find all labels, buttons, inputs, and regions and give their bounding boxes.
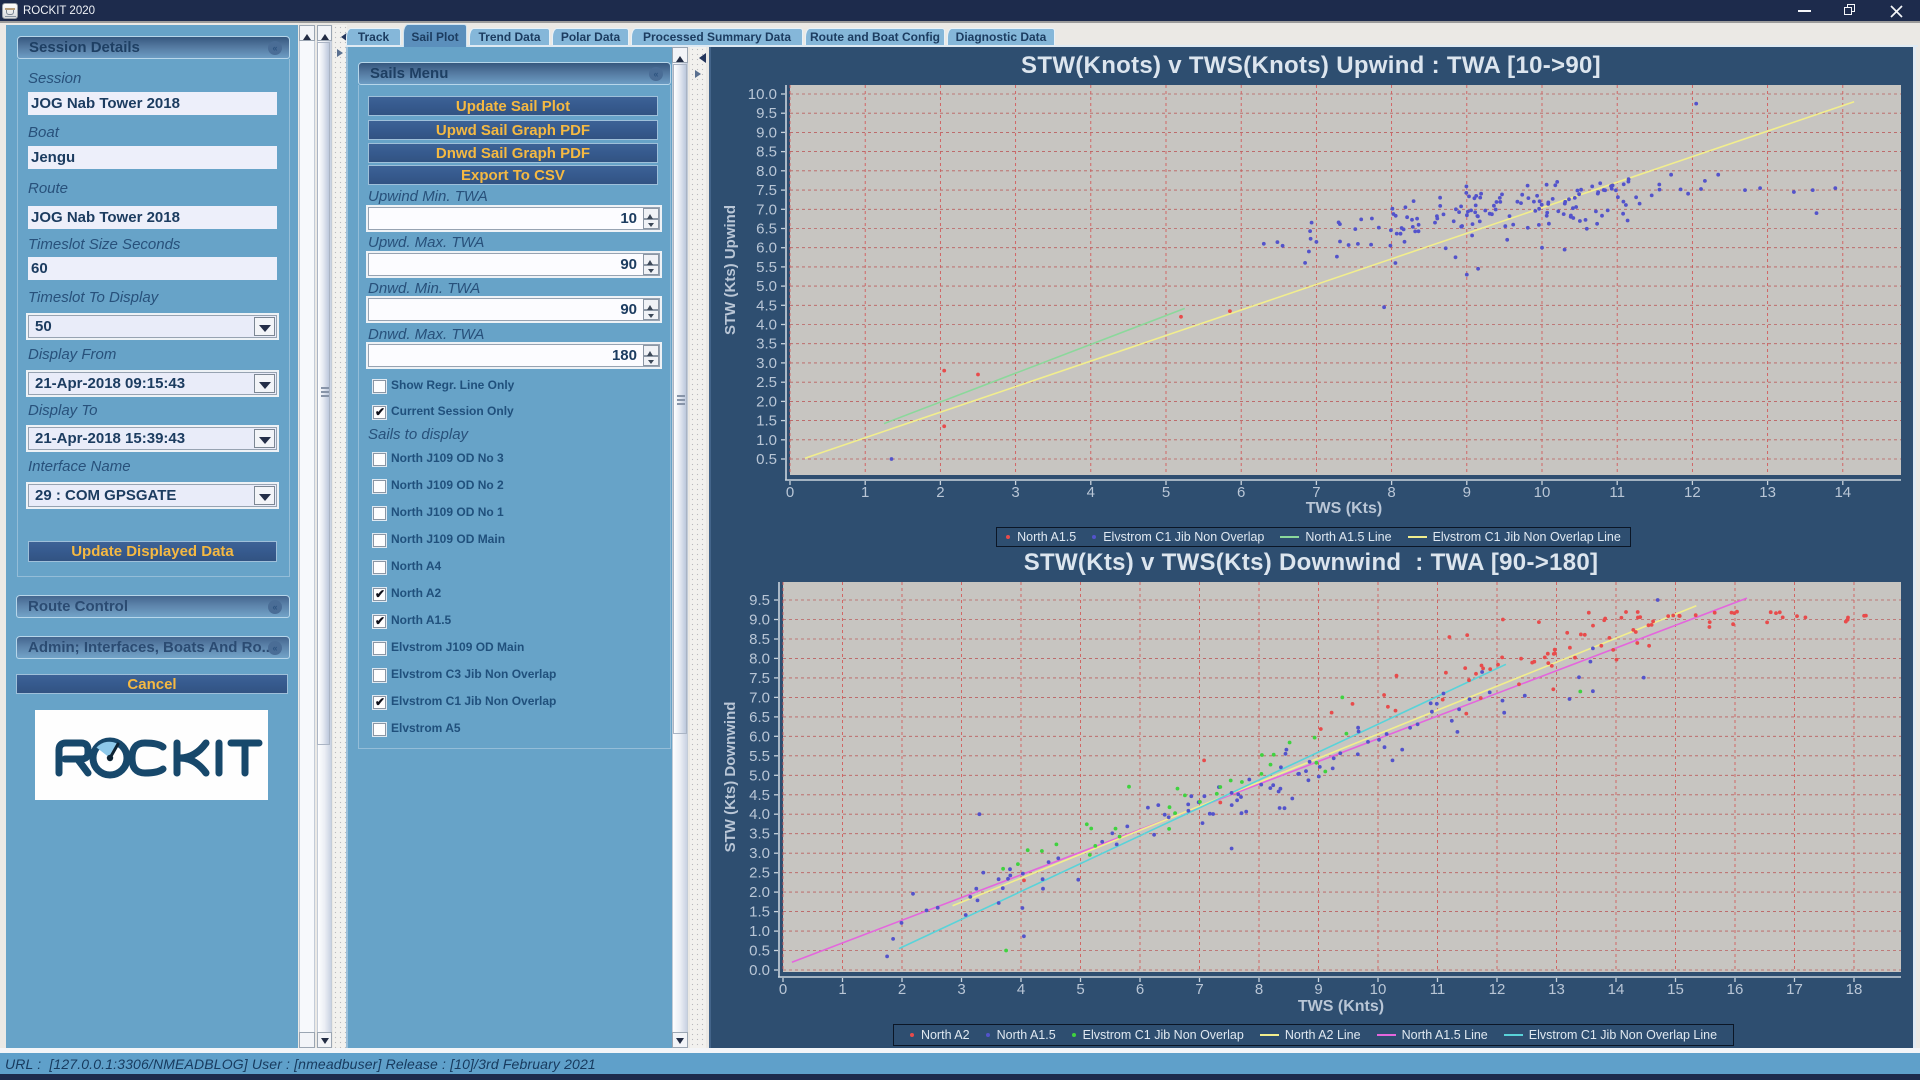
svg-text:11: 11	[1430, 981, 1446, 998]
svg-text:9.0: 9.0	[749, 612, 770, 629]
svg-text:14: 14	[1834, 484, 1851, 501]
svg-text:6: 6	[1136, 981, 1144, 998]
svg-text:10.0: 10.0	[748, 86, 777, 103]
svg-text:3.5: 3.5	[756, 336, 777, 353]
svg-text:4: 4	[1087, 484, 1095, 501]
svg-text:1.5: 1.5	[749, 904, 770, 921]
svg-text:4.5: 4.5	[756, 297, 777, 314]
svg-text:18: 18	[1846, 981, 1863, 998]
svg-text:STW (Kts) Upwind: STW (Kts) Upwind	[722, 205, 739, 335]
svg-text:3.0: 3.0	[749, 845, 770, 862]
svg-text:10: 10	[1370, 981, 1387, 998]
svg-text:9.0: 9.0	[756, 124, 777, 141]
svg-text:6: 6	[1237, 484, 1245, 501]
svg-text:5.0: 5.0	[756, 278, 777, 295]
svg-text:3: 3	[957, 981, 965, 998]
svg-text:5.5: 5.5	[756, 259, 777, 276]
svg-text:8: 8	[1255, 981, 1263, 998]
svg-text:4.0: 4.0	[749, 806, 770, 823]
svg-text:7: 7	[1312, 484, 1320, 501]
svg-text:4.5: 4.5	[749, 787, 770, 804]
svg-text:9: 9	[1314, 981, 1322, 998]
svg-text:15: 15	[1667, 981, 1684, 998]
svg-text:TWS (Knts): TWS (Knts)	[1298, 998, 1384, 1015]
svg-text:1: 1	[838, 981, 846, 998]
svg-text:6.5: 6.5	[756, 221, 777, 238]
svg-text:6.0: 6.0	[756, 240, 777, 257]
svg-text:9.5: 9.5	[749, 592, 770, 609]
svg-text:2.5: 2.5	[756, 374, 777, 391]
svg-text:2.0: 2.0	[756, 393, 777, 410]
svg-text:9.5: 9.5	[756, 105, 777, 122]
svg-text:TWS (Kts): TWS (Kts)	[1306, 500, 1382, 517]
svg-text:8.0: 8.0	[756, 163, 777, 180]
svg-text:8: 8	[1387, 484, 1395, 501]
svg-text:3: 3	[1011, 484, 1019, 501]
svg-text:1: 1	[861, 484, 869, 501]
svg-text:17: 17	[1786, 981, 1803, 998]
svg-text:7.0: 7.0	[749, 689, 770, 706]
svg-text:0.5: 0.5	[749, 943, 770, 960]
svg-text:2.5: 2.5	[749, 865, 770, 882]
svg-text:1.0: 1.0	[756, 432, 777, 449]
svg-text:0: 0	[786, 484, 794, 501]
svg-text:12: 12	[1684, 484, 1701, 501]
svg-text:1.0: 1.0	[749, 923, 770, 940]
svg-text:16: 16	[1727, 981, 1744, 998]
svg-text:STW (Kts) Downwind: STW (Kts) Downwind	[722, 702, 739, 853]
svg-text:7.5: 7.5	[756, 182, 777, 199]
svg-text:4: 4	[1017, 981, 1025, 998]
svg-text:8.5: 8.5	[749, 631, 770, 648]
svg-text:8.0: 8.0	[749, 650, 770, 667]
svg-text:6.0: 6.0	[749, 728, 770, 745]
svg-text:1.5: 1.5	[756, 413, 777, 430]
svg-text:13: 13	[1759, 484, 1776, 501]
svg-text:3.5: 3.5	[749, 826, 770, 843]
svg-text:2.0: 2.0	[749, 884, 770, 901]
svg-text:11: 11	[1609, 484, 1625, 501]
svg-text:0.0: 0.0	[749, 962, 770, 979]
svg-text:2: 2	[898, 981, 906, 998]
svg-text:5.0: 5.0	[749, 767, 770, 784]
svg-text:9: 9	[1463, 484, 1471, 501]
svg-text:7: 7	[1195, 981, 1203, 998]
svg-text:2: 2	[936, 484, 944, 501]
svg-text:13: 13	[1548, 981, 1565, 998]
svg-text:5.5: 5.5	[749, 748, 770, 765]
svg-text:5: 5	[1076, 981, 1084, 998]
svg-text:4.0: 4.0	[756, 317, 777, 334]
svg-text:5: 5	[1162, 484, 1170, 501]
svg-text:8.5: 8.5	[756, 144, 777, 161]
svg-text:0: 0	[779, 981, 787, 998]
svg-text:12: 12	[1489, 981, 1506, 998]
svg-text:7.0: 7.0	[756, 201, 777, 218]
svg-text:3.0: 3.0	[756, 355, 777, 372]
svg-text:0.5: 0.5	[756, 451, 777, 468]
svg-text:7.5: 7.5	[749, 670, 770, 687]
svg-text:10: 10	[1534, 484, 1551, 501]
svg-text:14: 14	[1608, 981, 1625, 998]
svg-text:6.5: 6.5	[749, 709, 770, 726]
